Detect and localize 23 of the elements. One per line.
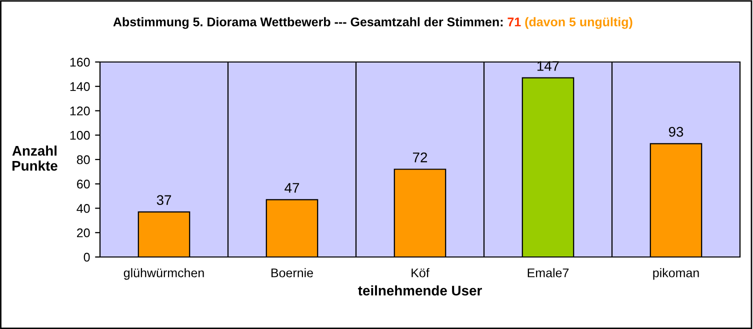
x-tick-label: glühwürmchen [124, 268, 204, 280]
y-tick-label: 0 [84, 252, 90, 262]
y-tick-label: 120 [70, 106, 90, 116]
x-axis-title: teilnehmende User [358, 285, 482, 296]
x-tick-label: pikoman [653, 268, 699, 280]
text: 71 [508, 18, 521, 26]
text: (davon 5 ungültig) [525, 17, 632, 29]
y-tick-label: 100 [70, 130, 90, 140]
y-tick-label: 80 [76, 155, 90, 164]
x-tick-label: Köf [412, 268, 430, 278]
y-axis-title: Anzahl Punkte [12, 146, 58, 171]
chart-title: Abstimmung 5. Diorama Wettbewerb --- Gesamtzahl der Stimmen: [113, 17, 503, 29]
y-tick-label: 60 [77, 180, 90, 189]
y-tick-label: 160 [70, 58, 90, 67]
x-tick-label: Boernie [271, 268, 313, 278]
y-tick-label: 20 [77, 228, 90, 238]
y-tick-label: 40 [76, 204, 90, 213]
data-label: 93 [668, 126, 684, 137]
data-label: 72 [412, 152, 428, 162]
data-label: 37 [156, 195, 172, 205]
x-tick-label: Emale7 [528, 268, 569, 278]
data-label: 47 [284, 183, 300, 193]
y-tick-label: 140 [70, 82, 90, 92]
